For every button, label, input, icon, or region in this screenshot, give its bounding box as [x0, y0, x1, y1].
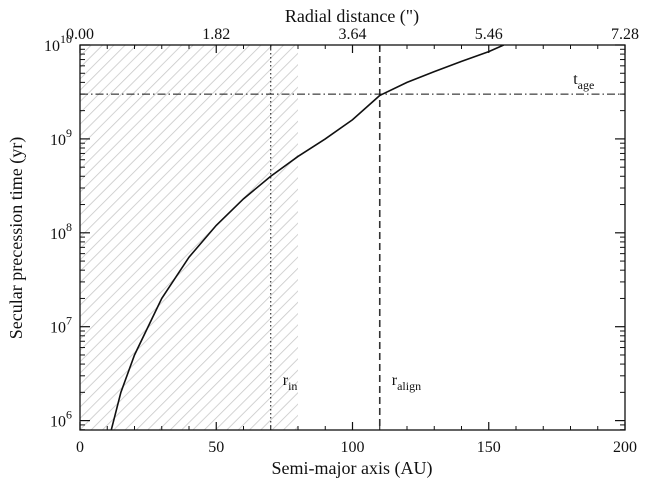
x2-tick-label: 5.46 [475, 26, 503, 43]
x2-tick-label: 1.82 [202, 26, 230, 43]
t-age-label: tage [573, 71, 594, 92]
x-tick-label: 200 [613, 439, 637, 456]
y-tick-label: 107 [50, 314, 72, 337]
x2-axis-title: Radial distance (") [285, 6, 419, 27]
y-tick-label: 109 [50, 126, 72, 149]
x-tick-label: 50 [208, 439, 224, 456]
excluded-region-hatch [80, 45, 298, 430]
x2-tick-label: 7.28 [611, 26, 639, 43]
y-tick-label: 108 [50, 220, 72, 243]
r-align-label: ralign [392, 372, 421, 393]
x-tick-label: 100 [341, 439, 365, 456]
x-tick-label: 150 [477, 439, 501, 456]
y-tick-label: 106 [50, 408, 72, 431]
x-tick-label: 0 [76, 439, 84, 456]
x2-tick-label: 3.64 [339, 26, 367, 43]
y-axis-title: Secular precession time (yr) [6, 137, 27, 339]
y-tick-label: 1010 [44, 32, 72, 55]
x-axis-title: Semi-major axis (AU) [272, 458, 433, 479]
